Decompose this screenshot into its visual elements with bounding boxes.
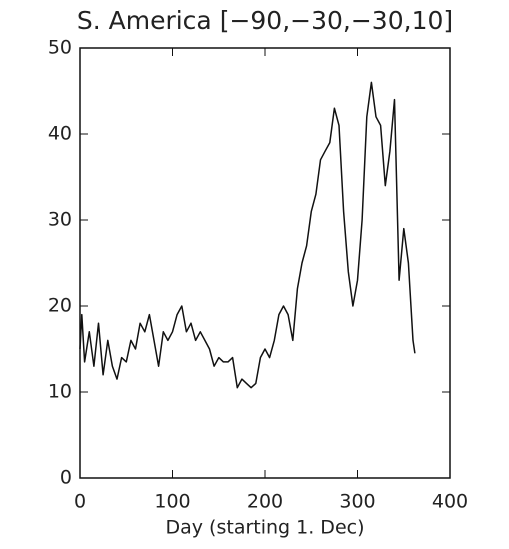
x-axis-label: Day (starting 1. Dec) bbox=[166, 517, 365, 539]
x-tick-label: 100 bbox=[154, 491, 190, 513]
y-tick-label: 30 bbox=[48, 209, 72, 231]
x-tick-label: 400 bbox=[432, 491, 468, 513]
y-tick-label: 10 bbox=[48, 381, 72, 403]
x-tick-label: 0 bbox=[74, 491, 86, 513]
y-tick-label: 0 bbox=[60, 467, 72, 489]
x-tick-label: 300 bbox=[339, 491, 375, 513]
data-line bbox=[79, 81, 416, 389]
y-tick-label: 20 bbox=[48, 295, 72, 317]
y-tick-label: 40 bbox=[48, 123, 72, 145]
y-tick-label: 50 bbox=[48, 37, 72, 59]
x-tick-label: 200 bbox=[247, 491, 283, 513]
chart-title: S. America [−90,−30,−30,10] bbox=[77, 6, 453, 35]
